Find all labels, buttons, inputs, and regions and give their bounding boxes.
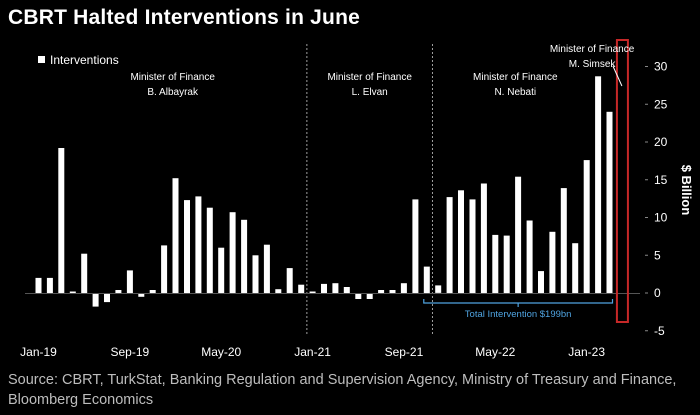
bar (446, 197, 453, 293)
bar (46, 277, 53, 293)
bar (195, 196, 202, 293)
regime-minister: B. Albayrak (147, 87, 199, 98)
bar (400, 283, 407, 293)
bar (538, 271, 544, 293)
bar (366, 293, 373, 299)
bar (275, 289, 282, 293)
bar (115, 290, 122, 293)
annotation-label: Total Intervention $199bn (465, 309, 572, 320)
y-tick-label: 0 (654, 286, 661, 300)
regime-title: Minister of Finance (473, 72, 558, 83)
bar (343, 287, 350, 293)
bar (286, 268, 293, 293)
bar (252, 255, 259, 294)
y-tick-label: 5 (654, 248, 661, 262)
bar (321, 283, 327, 293)
regime-title: Minister of Finance (130, 72, 215, 83)
y-tick-label: 30 (654, 60, 668, 74)
bar (206, 207, 213, 293)
regime-labels: Minister of Finance B. Albayrak Minister o… (130, 44, 634, 98)
regime-minister: N. Nebati (494, 87, 536, 98)
interventions-bar-chart: -5 0 5 10 15 20 25 30 Jan-19 Sep-19 May-20 Jan-21 S… (20, 39, 694, 359)
source-note: Source: CBRT, TurkStat, Banking Regulati… (8, 372, 677, 408)
bar (92, 293, 99, 307)
bar (263, 244, 270, 293)
bars (25, 39, 640, 323)
legend-label: Interventions (50, 53, 119, 67)
bar (35, 277, 42, 293)
bar (435, 285, 442, 293)
regime-minister: M. Simsek (569, 59, 617, 70)
bar (172, 178, 179, 293)
legend-swatch (38, 56, 45, 63)
bar (355, 293, 362, 299)
bar (218, 247, 225, 293)
bar (241, 219, 248, 293)
bar (412, 199, 419, 293)
bar (378, 290, 385, 293)
x-tick-label: May-20 (201, 345, 241, 359)
legend: Interventions (38, 53, 119, 67)
bar (595, 76, 602, 293)
x-tick-label: Jan-19 (20, 345, 57, 359)
bar (161, 245, 168, 293)
highlight-box (615, 39, 629, 323)
bar (229, 212, 236, 293)
bar (81, 253, 88, 293)
y-tick-label: 20 (654, 135, 668, 149)
bar (184, 200, 190, 293)
bar (149, 290, 156, 293)
bar (298, 284, 305, 293)
y-tick-label: 15 (654, 173, 668, 187)
bar (389, 290, 396, 293)
bar (492, 234, 499, 293)
bar (332, 283, 339, 293)
y-tick-label: 10 (654, 211, 668, 225)
bar (549, 231, 556, 293)
regime-minister: L. Elvan (352, 87, 388, 98)
bar (560, 188, 567, 293)
y-axis-label: $ Billion (679, 165, 694, 216)
bar (58, 148, 65, 293)
bar (138, 293, 145, 297)
x-tick-label: Sep-21 (385, 345, 424, 359)
x-tick-label: Sep-19 (111, 345, 150, 359)
x-tick-label: May-22 (475, 345, 515, 359)
y-tick-label: 25 (654, 97, 668, 111)
bar (503, 235, 510, 293)
x-tick-label: Jan-21 (294, 345, 331, 359)
bar (309, 291, 316, 293)
bar (458, 190, 464, 293)
total-annotation: Total Intervention $199bn (423, 299, 614, 320)
bar (572, 243, 579, 293)
bar (104, 293, 110, 303)
y-tick-label: -5 (654, 324, 665, 338)
y-axis: -5 0 5 10 15 20 25 30 (645, 60, 668, 338)
chart-title: CBRT Halted Interventions in June (8, 6, 360, 29)
simsek-pointer (612, 65, 623, 87)
bar (606, 111, 613, 293)
regime-title: Minister of Finance (327, 72, 412, 83)
bar (126, 270, 133, 293)
bar (423, 266, 430, 293)
bar (69, 291, 76, 293)
regime-separators (306, 44, 433, 334)
bar (526, 220, 533, 293)
annotation-bracket (423, 299, 614, 304)
bar (515, 176, 522, 293)
regime-title: Minister of Finance (550, 44, 635, 55)
x-axis: Jan-19 Sep-19 May-20 Jan-21 Sep-21 May-22 Jan-… (20, 345, 605, 359)
bar (469, 199, 476, 293)
bar (480, 183, 487, 293)
x-tick-label: Jan-23 (568, 345, 605, 359)
bar (583, 160, 590, 293)
